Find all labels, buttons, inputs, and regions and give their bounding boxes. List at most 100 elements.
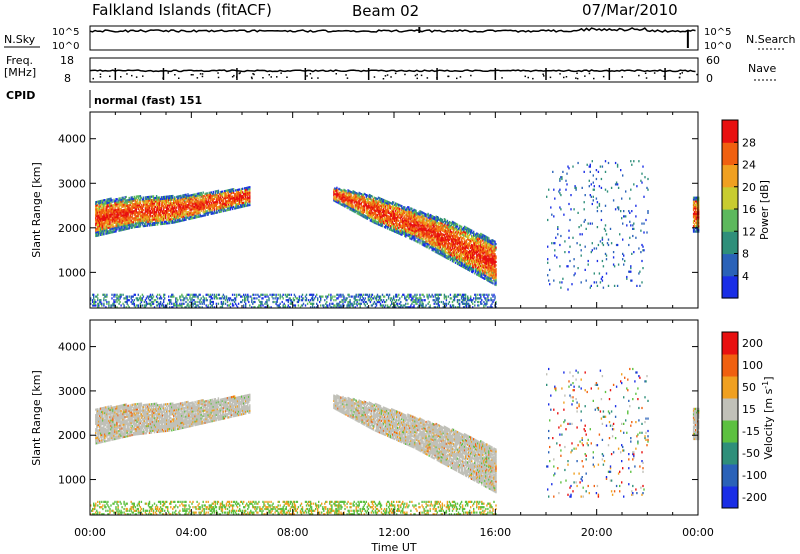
noise-trace bbox=[89, 27, 696, 48]
nave-dot bbox=[217, 76, 220, 79]
power-cell bbox=[135, 206, 137, 209]
power-cell bbox=[400, 229, 402, 232]
power-cell bbox=[358, 191, 360, 194]
power-cell bbox=[428, 215, 430, 218]
power-cell bbox=[104, 215, 106, 218]
power-cell bbox=[350, 191, 352, 194]
power-cell bbox=[126, 227, 128, 230]
power-cell bbox=[178, 218, 180, 221]
power-cell bbox=[366, 214, 368, 217]
power-cell bbox=[193, 211, 195, 214]
power-cell bbox=[109, 203, 111, 206]
power-cell bbox=[117, 226, 119, 229]
power-cell bbox=[96, 232, 98, 236]
power-cell bbox=[241, 205, 243, 208]
power-cell bbox=[612, 199, 615, 202]
power-cell bbox=[410, 223, 412, 226]
power-cell bbox=[429, 229, 431, 233]
power-cell bbox=[203, 214, 205, 217]
power-cell bbox=[360, 207, 362, 210]
power-cell bbox=[160, 199, 163, 202]
power-cell bbox=[368, 206, 371, 209]
power-cell bbox=[428, 231, 430, 234]
power-cell bbox=[172, 210, 174, 214]
power-cell bbox=[463, 241, 466, 244]
power-cell bbox=[470, 238, 472, 241]
power-cell bbox=[204, 210, 206, 213]
power-cell bbox=[352, 195, 354, 198]
power-cell bbox=[433, 226, 435, 229]
power-cell bbox=[107, 209, 109, 212]
power-cell bbox=[456, 253, 459, 257]
power-cell bbox=[444, 231, 447, 234]
power-cell bbox=[339, 193, 341, 196]
power-cell bbox=[111, 206, 113, 209]
power-cell bbox=[467, 238, 469, 241]
power-cell bbox=[113, 204, 115, 207]
power-cell bbox=[391, 229, 393, 232]
power-cell bbox=[367, 202, 370, 205]
power-cell bbox=[109, 229, 111, 233]
power-cell bbox=[352, 199, 354, 202]
power-cell bbox=[102, 231, 104, 234]
power-cell bbox=[424, 223, 426, 226]
power-cell bbox=[414, 237, 416, 240]
power-cell bbox=[477, 238, 479, 241]
power-cell bbox=[447, 241, 450, 244]
power-cell bbox=[453, 257, 456, 260]
power-cell bbox=[225, 189, 228, 192]
power-cell bbox=[459, 264, 462, 267]
power-cell bbox=[384, 208, 387, 211]
power-cell bbox=[482, 258, 484, 262]
power-cell bbox=[435, 240, 437, 243]
power-cell bbox=[100, 219, 102, 222]
power-cell bbox=[349, 201, 351, 204]
power-cell bbox=[191, 202, 193, 206]
power-cell bbox=[131, 214, 133, 217]
power-cell bbox=[248, 198, 250, 201]
power-cell bbox=[141, 209, 144, 212]
power-cell bbox=[112, 220, 114, 223]
power-cell bbox=[448, 247, 451, 250]
power-cell bbox=[342, 199, 344, 202]
power-cell bbox=[404, 215, 406, 218]
power-cell bbox=[334, 199, 336, 203]
power-cell bbox=[222, 199, 225, 202]
power-cell bbox=[472, 249, 474, 252]
power-cell bbox=[376, 201, 379, 204]
power-cell bbox=[397, 224, 399, 227]
power-cell bbox=[193, 213, 195, 216]
power-cell bbox=[142, 217, 145, 221]
power-cell bbox=[242, 203, 244, 206]
power-cell bbox=[475, 265, 477, 268]
power-cell bbox=[200, 208, 202, 211]
power-cell bbox=[447, 229, 450, 232]
power-cell bbox=[335, 195, 337, 198]
power-cell bbox=[599, 240, 602, 243]
power-cell bbox=[113, 200, 115, 203]
power-cell bbox=[148, 202, 151, 206]
power-cell bbox=[164, 206, 166, 209]
power-cell bbox=[436, 219, 438, 222]
power-cell bbox=[101, 221, 103, 224]
power-cell bbox=[467, 236, 469, 239]
nave-dot bbox=[276, 76, 278, 78]
power-cell bbox=[440, 225, 442, 228]
power-cell bbox=[200, 199, 202, 202]
power-cell bbox=[193, 207, 195, 210]
power-cell bbox=[156, 219, 159, 222]
power-cell bbox=[408, 215, 410, 218]
power-cell bbox=[455, 251, 458, 254]
power-cell bbox=[173, 214, 175, 217]
power-cell bbox=[476, 246, 478, 249]
power-cell bbox=[382, 209, 385, 212]
power-cell bbox=[345, 195, 347, 198]
power-cell bbox=[398, 223, 400, 226]
power-cell bbox=[406, 216, 408, 219]
power-cell bbox=[131, 210, 133, 213]
power-cell bbox=[391, 227, 393, 230]
power-cell bbox=[571, 283, 573, 286]
power-cell bbox=[421, 211, 423, 214]
power-cell bbox=[213, 197, 215, 200]
power-cell bbox=[97, 214, 99, 218]
